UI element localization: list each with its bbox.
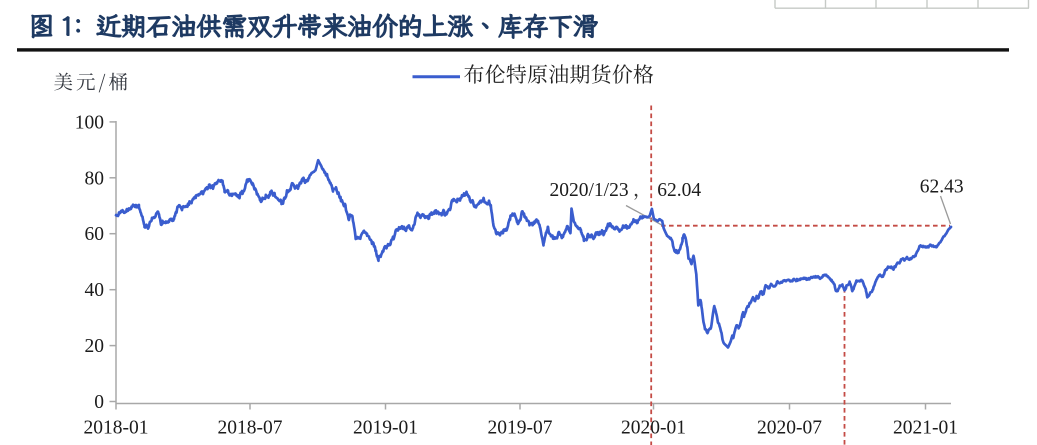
svg-text:62.43: 62.43 [920, 177, 964, 198]
svg-text:2020/1/23: 2020/1/23 [550, 180, 629, 201]
svg-text:2020-07: 2020-07 [757, 418, 822, 439]
svg-text:40: 40 [85, 280, 105, 301]
svg-text:2018-01: 2018-01 [84, 418, 149, 439]
svg-text:2018-07: 2018-07 [218, 418, 283, 439]
svg-text:2021-01: 2021-01 [893, 418, 958, 439]
svg-text:2019-01: 2019-01 [353, 418, 418, 439]
svg-text:62.04: 62.04 [657, 180, 701, 201]
svg-text:0: 0 [94, 392, 104, 413]
svg-text:100: 100 [75, 112, 104, 133]
svg-text:2020-01: 2020-01 [621, 418, 686, 439]
svg-text:60: 60 [85, 224, 105, 245]
svg-text:20: 20 [85, 336, 105, 357]
svg-text:80: 80 [85, 168, 105, 189]
svg-text:2019-07: 2019-07 [488, 418, 553, 439]
